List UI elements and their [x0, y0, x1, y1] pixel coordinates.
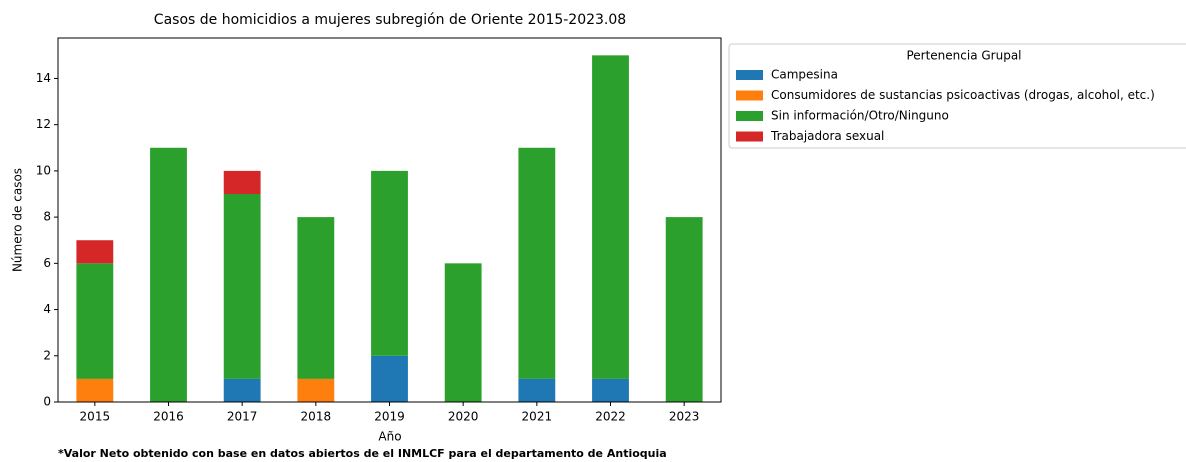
legend-swatch — [736, 70, 763, 80]
y-tick-label: 6 — [43, 256, 51, 270]
x-tick-label: 2016 — [153, 410, 184, 424]
legend-label: Sin información/Otro/Ninguno — [771, 109, 949, 123]
x-tick-label: 2021 — [522, 410, 553, 424]
bar-segment — [371, 355, 408, 402]
footnote: *Valor Neto obtenido con base en datos a… — [58, 447, 667, 460]
legend-swatch — [736, 90, 763, 101]
bar-segment — [297, 217, 335, 379]
legend-label: Consumidores de sustancias psicoactivas … — [771, 88, 1155, 102]
bar-segment — [371, 170, 408, 356]
y-tick-label: 14 — [36, 71, 51, 85]
bar-segment — [665, 217, 703, 402]
bar-segment — [76, 378, 114, 402]
x-tick-label: 2015 — [80, 410, 111, 424]
x-tick-label: 2019 — [374, 410, 405, 424]
x-tick-label: 2023 — [669, 410, 700, 424]
bar-segment — [518, 147, 556, 379]
legend-label: Trabajadora sexual — [770, 129, 884, 143]
bar-segment — [150, 147, 187, 402]
x-tick-label: 2020 — [448, 410, 479, 424]
x-tick-label: 2018 — [301, 410, 332, 424]
plot-frame — [57, 37, 722, 403]
bar-segment — [444, 263, 482, 402]
legend-swatch — [736, 131, 763, 142]
y-tick-label: 4 — [43, 302, 51, 316]
legend-title: Pertenencia Grupal — [906, 49, 1021, 63]
legend-swatch — [736, 111, 763, 121]
bar-segment — [592, 378, 629, 402]
x-tick-label: 2022 — [595, 410, 626, 424]
y-tick-label: 8 — [43, 210, 51, 224]
x-tick-label: 2017 — [227, 410, 258, 424]
chart-title: Casos de homicidios a mujeres subregión … — [154, 12, 626, 28]
y-tick-label: 2 — [43, 348, 51, 362]
bar-segment — [223, 170, 261, 194]
bar-segment — [223, 378, 261, 402]
y-tick-label: 0 — [43, 395, 51, 409]
legend-label: Campesina — [771, 68, 838, 82]
legend-box — [728, 43, 1186, 149]
bar-segment — [518, 378, 556, 402]
x-axis-label: Año — [378, 430, 401, 444]
bar-segment — [76, 240, 114, 264]
y-axis-label: Número de casos — [11, 168, 25, 272]
y-tick-label: 10 — [36, 163, 51, 177]
bar-segment — [76, 263, 114, 379]
bar-segment — [297, 378, 335, 402]
y-tick-label: 12 — [36, 117, 51, 131]
bar-segment — [223, 194, 261, 379]
bar-segment — [592, 55, 629, 379]
